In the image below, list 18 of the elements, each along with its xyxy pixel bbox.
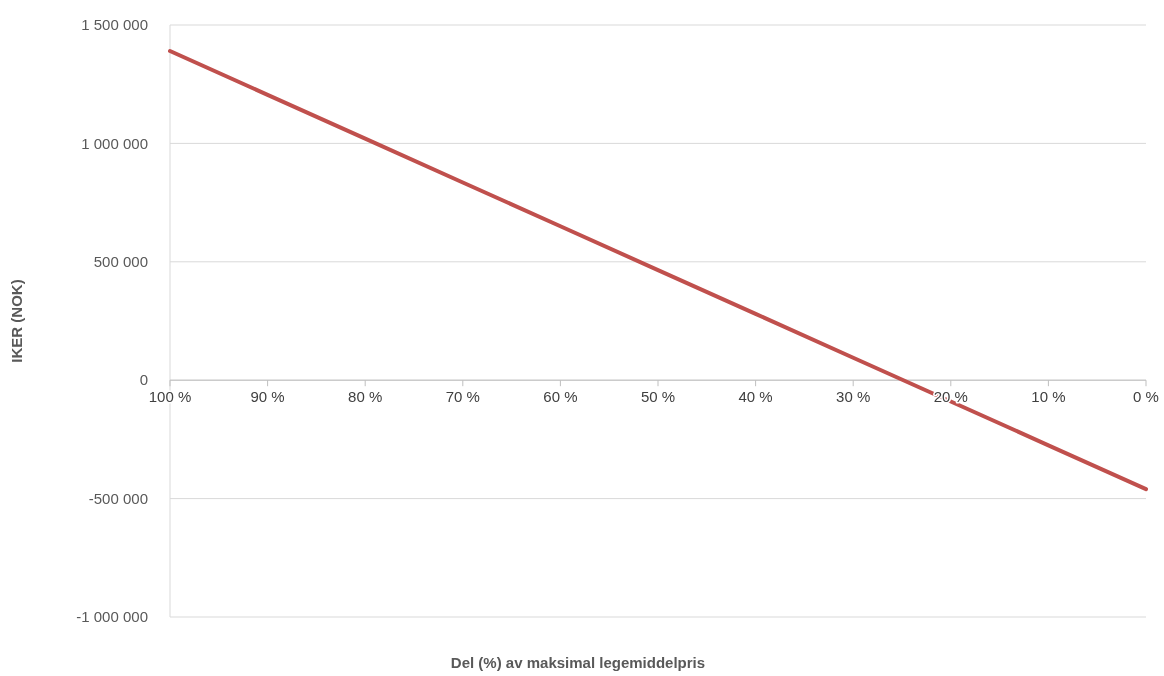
y-tick-label: 0 <box>139 371 148 389</box>
x-tick-label: 0 % <box>1133 388 1159 406</box>
y-tick-label: -1 000 000 <box>76 608 148 626</box>
x-tick-label: 80 % <box>348 388 383 406</box>
y-axis-title: IKER (NOK) <box>8 279 25 363</box>
x-tick-label: 60 % <box>543 388 578 406</box>
y-tick-label: 1 500 000 <box>81 16 148 34</box>
x-tick-label: 10 % <box>1031 388 1066 406</box>
y-tick-label: 1 000 000 <box>81 134 148 152</box>
x-tick-label: 40 % <box>738 388 773 406</box>
x-tick-label: 30 % <box>836 388 871 406</box>
x-tick-label: 100 % <box>148 388 192 406</box>
x-axis-title: Del (%) av maksimal legemiddelpris <box>450 654 706 671</box>
y-tick-label: -500 000 <box>88 489 148 507</box>
x-tick-label: 90 % <box>250 388 285 406</box>
x-tick-label: 70 % <box>445 388 480 406</box>
x-tick-label: 50 % <box>640 388 676 406</box>
y-tick-label: 500 000 <box>93 253 148 271</box>
